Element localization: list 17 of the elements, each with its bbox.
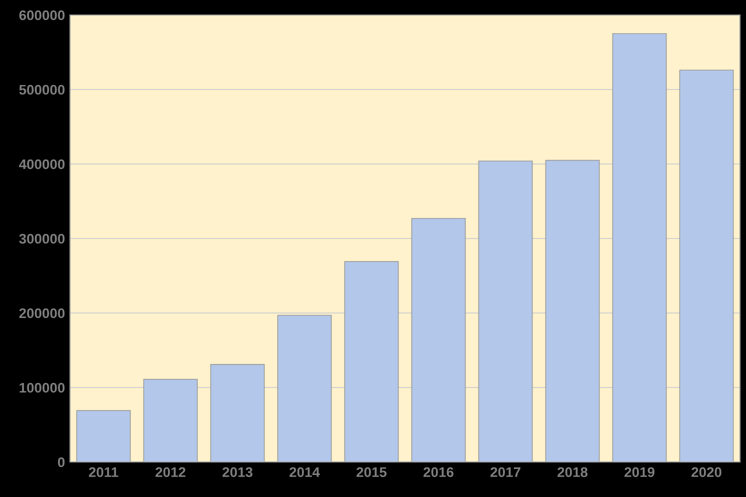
- y-tick-label: 0: [58, 457, 65, 468]
- x-tick-label: 2012: [156, 467, 186, 478]
- y-tick-label: 300000: [19, 234, 65, 244]
- x-tick-label: 2020: [692, 467, 722, 478]
- y-tick-label: 200000: [19, 308, 65, 318]
- x-tick-label: 2019: [624, 467, 654, 478]
- y-tick-label: 400000: [19, 159, 65, 170]
- x-tick-label: 2013: [222, 467, 252, 478]
- x-tick-label: 2016: [424, 467, 454, 478]
- x-tick-label: 2015: [356, 467, 387, 478]
- x-tick-label: 2017: [490, 467, 520, 478]
- x-tick-label: 2018: [558, 467, 588, 478]
- y-tick-label: 600000: [19, 10, 65, 20]
- x-tick-label: 2014: [290, 467, 320, 478]
- y-tick-label: 100000: [20, 382, 65, 393]
- x-tick-label: 2011: [88, 467, 118, 478]
- y-tick-label: 500000: [19, 84, 65, 95]
